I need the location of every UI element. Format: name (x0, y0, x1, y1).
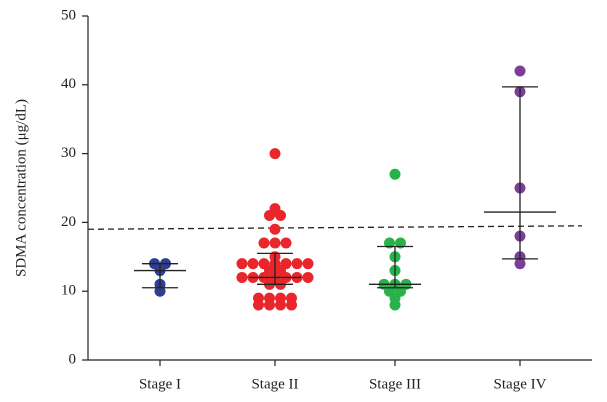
y-axis-label: SDMA concentration (μg/dL) (13, 99, 29, 277)
data-point (514, 258, 526, 270)
data-point (247, 258, 259, 270)
data-point (514, 65, 526, 77)
data-point (286, 299, 297, 311)
data-point (264, 299, 275, 311)
x-tick-label: Stage I (139, 376, 181, 392)
data-point (269, 148, 281, 160)
x-tick-label: Stage IV (494, 376, 547, 392)
data-point (275, 210, 286, 222)
data-point (384, 237, 395, 249)
y-tick-label: 0 (69, 351, 77, 367)
x-tick-label: Stage III (369, 376, 421, 392)
data-point (395, 237, 406, 249)
data-point (302, 271, 314, 283)
data-point (389, 168, 401, 180)
x-tick-label: Stage II (251, 376, 298, 392)
data-point (258, 237, 270, 249)
data-point (253, 299, 264, 311)
data-point (269, 223, 281, 235)
data-point (236, 271, 248, 283)
y-tick-label: 50 (61, 7, 76, 23)
data-point (291, 258, 303, 270)
y-tick-label: 10 (61, 283, 76, 299)
data-point (264, 210, 275, 222)
data-point (275, 299, 286, 311)
data-point (154, 285, 166, 297)
data-point (302, 258, 314, 270)
y-tick-label: 40 (61, 76, 76, 92)
data-point (280, 237, 292, 249)
data-point (236, 258, 248, 270)
data-point (389, 299, 401, 311)
data-point (269, 237, 281, 249)
y-tick-label: 20 (61, 214, 76, 230)
threshold-line (87, 225, 583, 230)
y-tick-label: 30 (61, 145, 76, 161)
